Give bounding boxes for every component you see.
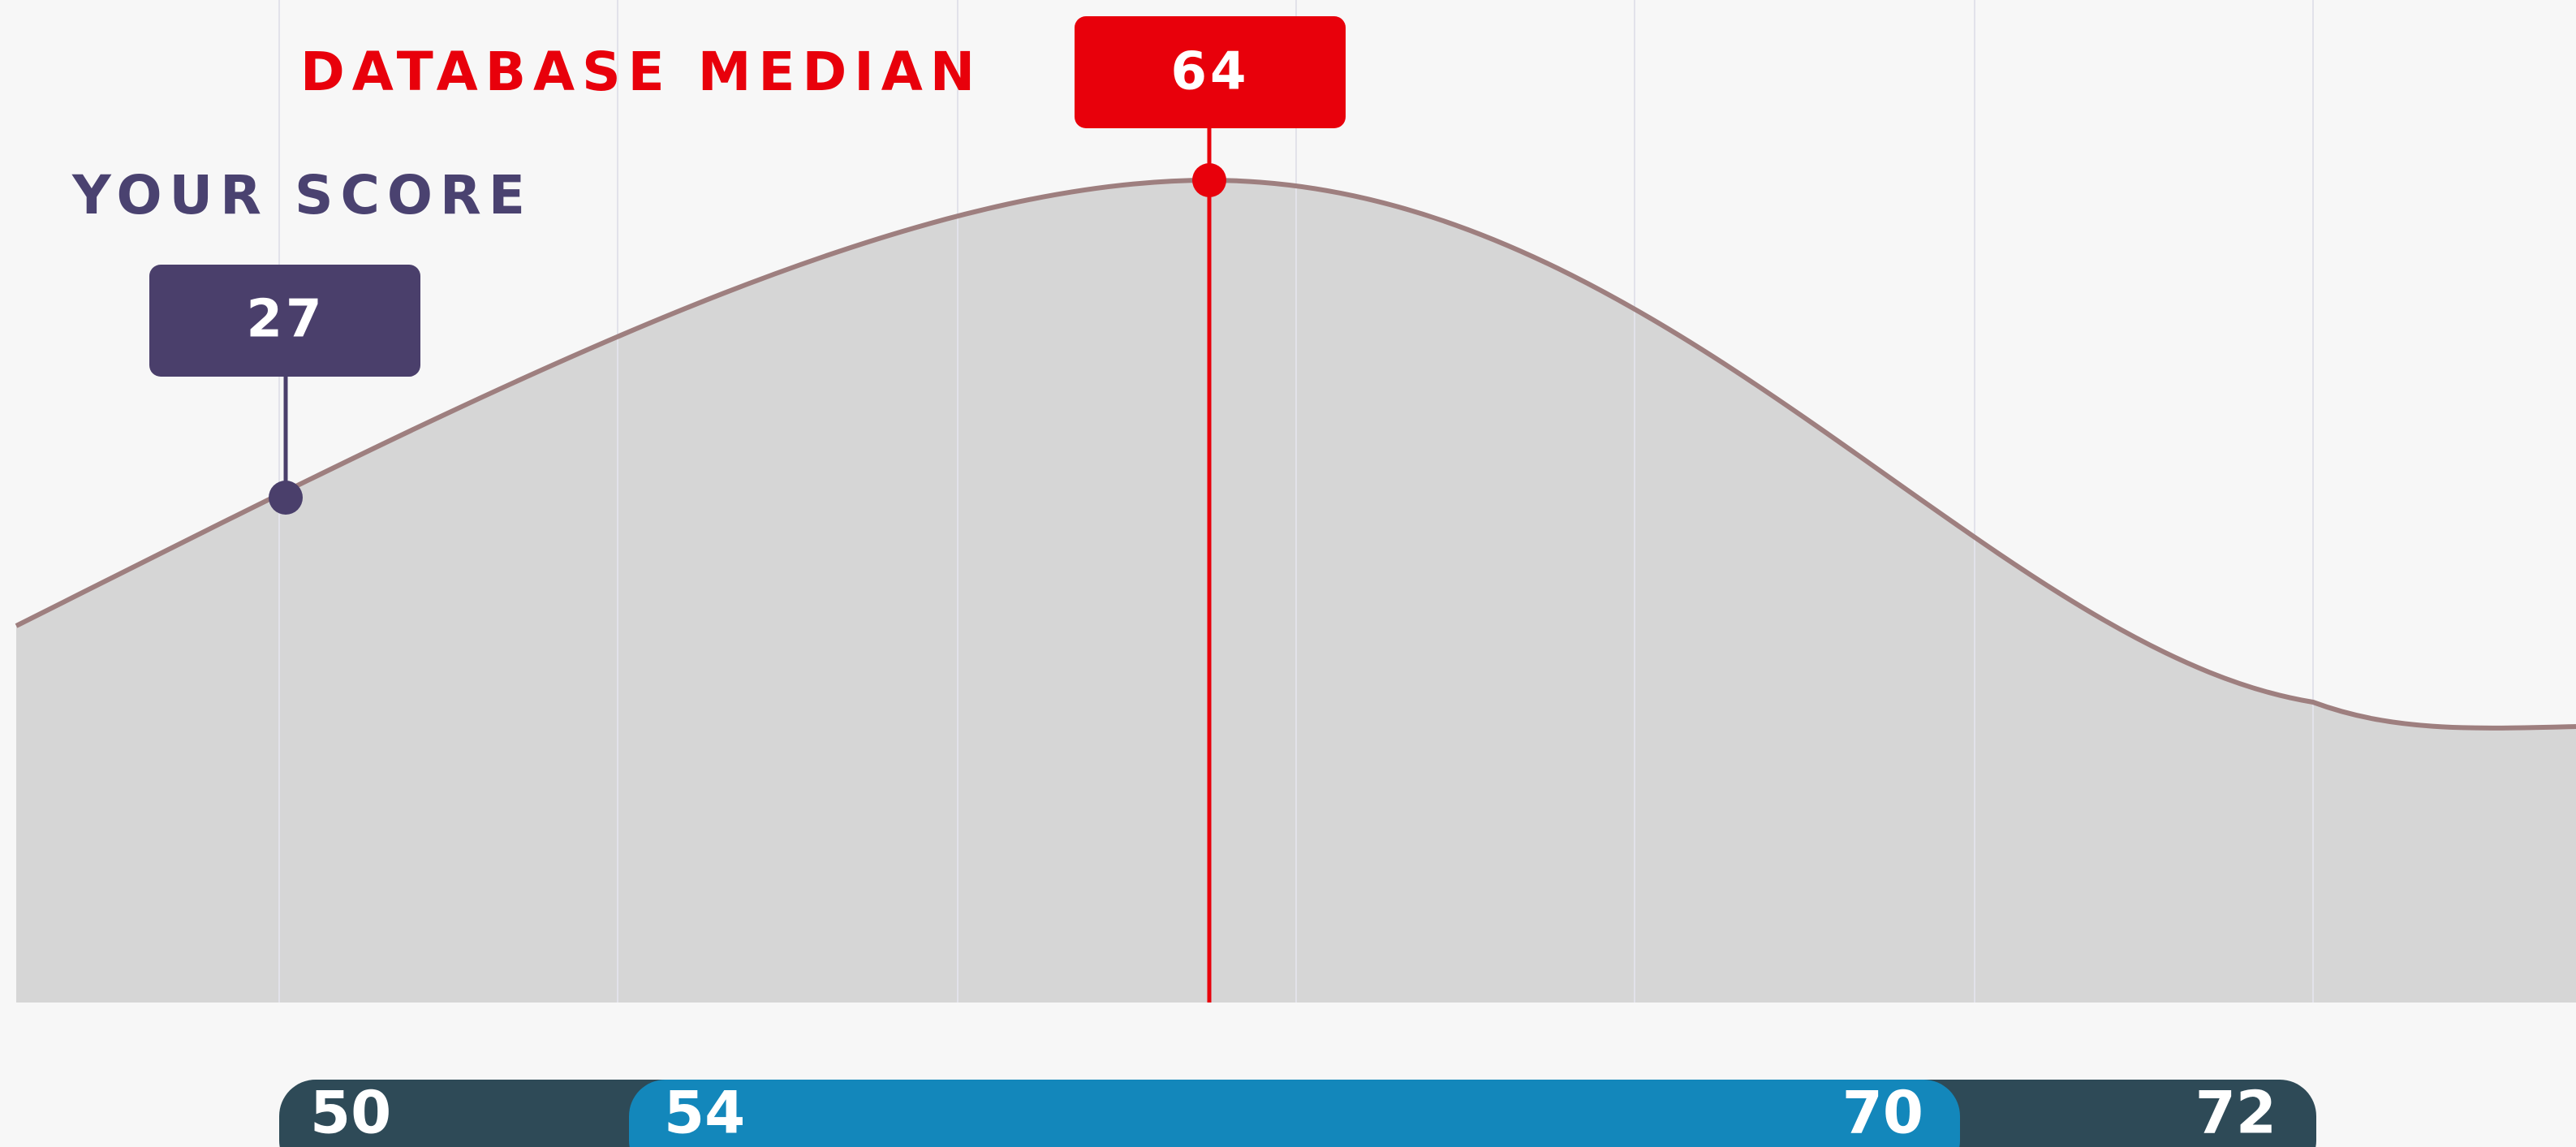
- median-value: 64: [1170, 42, 1249, 102]
- score-dot: [269, 481, 303, 515]
- median-badge: [1075, 16, 1346, 128]
- score-badge: [149, 265, 420, 377]
- grid: [278, 0, 2314, 1003]
- inner-range-bar: [629, 1080, 1960, 1147]
- score-value: 27: [246, 290, 325, 350]
- median-label: DATABASE MEDIAN: [300, 41, 982, 103]
- range-outer-low: 50: [310, 1079, 391, 1147]
- median-dot: [1192, 163, 1226, 197]
- distribution-curve: [15, 177, 2576, 731]
- range-outer-high: 72: [2195, 1079, 2277, 1147]
- score-label: YOUR SCORE: [71, 164, 532, 226]
- range-inner-high: 70: [1842, 1079, 1923, 1147]
- range-inner-low: 54: [664, 1079, 745, 1147]
